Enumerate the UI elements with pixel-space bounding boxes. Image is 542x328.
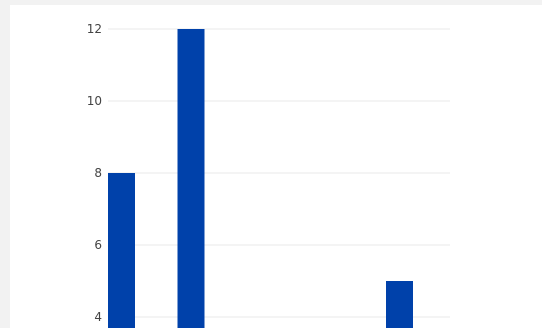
chart-panel xyxy=(10,5,542,328)
gridlines xyxy=(108,28,450,318)
bars xyxy=(108,29,413,328)
bar-5[interactable] xyxy=(386,281,413,328)
bar-2[interactable] xyxy=(177,29,205,328)
y-tick-label-6: 6 xyxy=(94,238,102,252)
y-tick-label-4: 4 xyxy=(94,310,102,324)
y-tick-label-10: 10 xyxy=(87,94,102,108)
bar-1[interactable] xyxy=(108,173,135,328)
y-tick-label-12: 12 xyxy=(87,22,102,36)
y-tick-label-8: 8 xyxy=(94,166,102,180)
y-axis-ticks: 4 6 8 10 12 xyxy=(87,22,102,324)
